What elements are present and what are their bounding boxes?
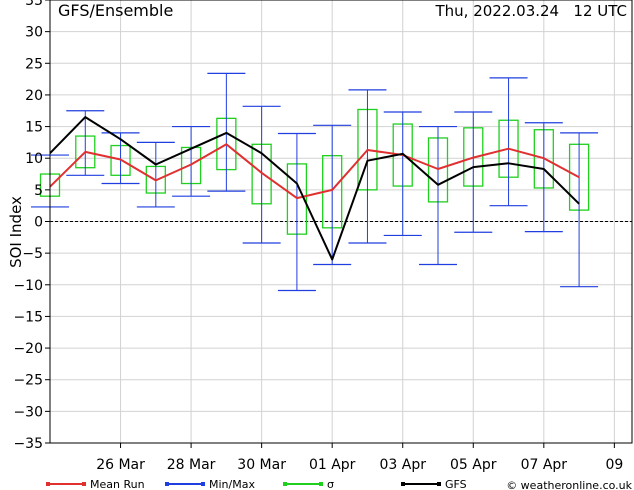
chart-title: GFS/Ensemble (58, 1, 173, 20)
y-tick-label: 20 (25, 88, 43, 104)
y-tick-label: 10 (25, 151, 43, 167)
series-line-mean (49, 143, 580, 200)
y-axis-ticks: 35 30 25 20 15 10 5 0 −5 −10 −15 −20 −25 −30 −35 (13, 0, 50, 452)
legend-marker (82, 482, 86, 486)
y-tick-label: −15 (13, 309, 43, 325)
legend-label-mean: Mean Run (90, 478, 145, 490)
x-tick-label: 28 Mar (167, 457, 216, 473)
y-tick-label: 15 (25, 120, 43, 136)
chart-datetime: Thu, 2022.03.24 12 UTC (435, 2, 628, 20)
y-axis-label: SOI Index (7, 196, 25, 268)
legend-label-minmax: Min/Max (209, 478, 255, 490)
legend-marker (46, 482, 50, 486)
y-tick-label: 35 (25, 0, 43, 9)
series-lines (49, 116, 580, 261)
legend-marker (165, 482, 169, 486)
legend-label-sigma: σ (327, 478, 334, 490)
y-tick-label: 30 (25, 25, 43, 41)
credit-text: © weatheronline.co.uk (506, 479, 632, 490)
y-tick-label: −10 (13, 278, 43, 294)
y-tick-label: 25 (25, 56, 43, 72)
y-tick-label: −5 (22, 246, 43, 262)
legend-marker (283, 482, 287, 486)
y-tick-label: −25 (13, 373, 43, 389)
x-tick-label: 09 (605, 457, 623, 473)
x-tick-label: 26 Mar (96, 457, 145, 473)
series-line-gfs (49, 116, 580, 261)
x-tick-label: 07 Apr (521, 457, 568, 473)
legend-label-gfs: GFS (445, 478, 467, 490)
x-tick-label: 30 Mar (237, 457, 286, 473)
x-tick-label: 01 Apr (309, 457, 356, 473)
legend-marker (401, 482, 405, 486)
x-tick-label: 05 Apr (450, 457, 497, 473)
y-tick-label: −35 (13, 436, 43, 452)
legend-marker (437, 482, 441, 486)
y-tick-label: −30 (13, 404, 43, 420)
x-tick-label: 03 Apr (379, 457, 426, 473)
legend-marker (201, 482, 205, 486)
legend-marker (319, 482, 323, 486)
x-axis-ticks: 26 Mar 28 Mar 30 Mar 01 Apr 03 Apr 05 Apr 07 A… (96, 443, 623, 473)
y-tick-label: 5 (34, 183, 43, 199)
y-tick-label: −20 (13, 341, 43, 357)
y-tick-label: 0 (34, 215, 43, 231)
legend: Mean Run Min/Max σ GFS (46, 478, 467, 490)
